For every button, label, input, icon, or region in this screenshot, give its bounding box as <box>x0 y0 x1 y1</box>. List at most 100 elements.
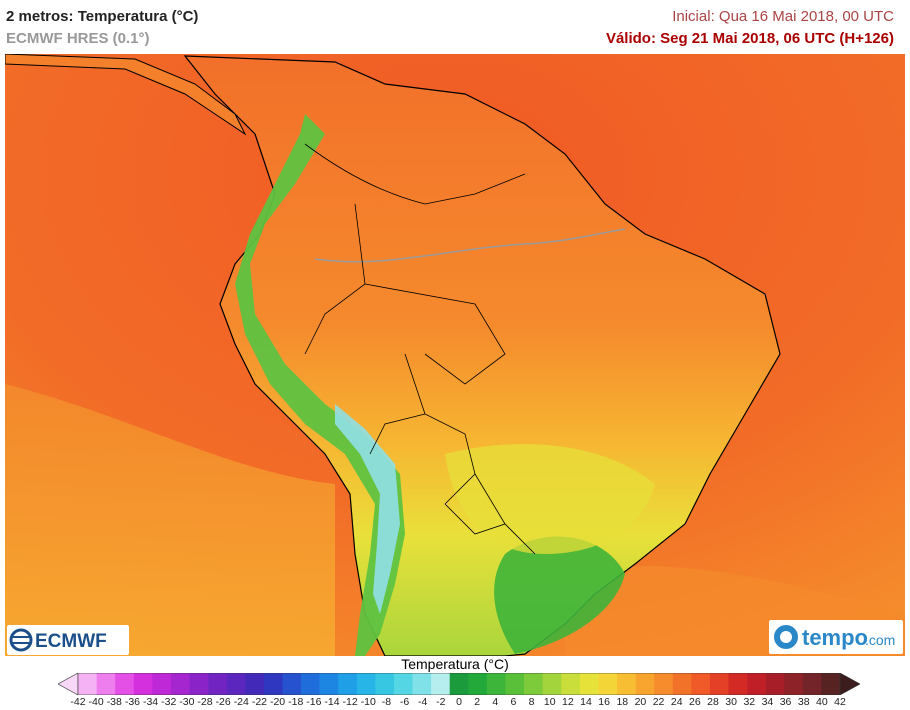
colorbar-swatch <box>691 673 711 695</box>
colorbar-tick-label: 12 <box>562 696 574 708</box>
colorbar-tick-label: 32 <box>743 696 756 708</box>
colorbar-labels: -42 -40 -38 -36 -34 -32 -30 -28 -26 -24 -22 -20 -18-… <box>58 696 860 710</box>
colorbar-tick-label: 34 <box>761 696 774 708</box>
colorbar-swatch <box>170 673 190 695</box>
colorbar-tick-label: 26 <box>689 696 701 708</box>
colorbar-swatch <box>245 673 265 695</box>
amazon-river <box>314 228 626 263</box>
country-borders <box>304 143 536 555</box>
colorbar-swatch <box>709 673 729 695</box>
colorbar-tick-label: -10 <box>360 696 376 708</box>
colorbar-swatch <box>468 673 488 695</box>
tempo-logo-suffix: .com <box>865 632 895 648</box>
colorbar-tick-label: 10 <box>543 696 556 708</box>
colorbar-tick-label: 38 <box>797 696 810 708</box>
colorbar-swatch <box>579 673 599 695</box>
colorbar-tick-label: 40 <box>816 696 828 708</box>
colorbar-swatch <box>486 673 506 695</box>
colorbar-swatch <box>616 673 636 695</box>
colorbar-swatch <box>189 673 209 695</box>
colorbar-swatch <box>282 673 302 695</box>
colorbar-tick-label: -6 <box>399 696 410 708</box>
central-america-land <box>5 54 247 136</box>
colorbar-tick-label: -42 <box>70 696 86 708</box>
init-time: Inicial: Qua 16 Mai 2018, 00 UTC <box>672 8 894 25</box>
colorbar-swatch <box>393 673 413 695</box>
colorbar-tick-label: 14 <box>580 696 592 708</box>
colorbar-tick-label: -40 <box>88 696 104 708</box>
colorbar-swatch <box>728 673 748 695</box>
colorbar-tick-label: -28 <box>197 696 213 708</box>
colorbar-tick-label: 30 <box>725 696 737 708</box>
ecmwf-logo: ECMWF <box>7 625 129 655</box>
colorbar-tick-label: 18 <box>616 696 629 708</box>
ecmwf-logo-text: ECMWF <box>35 631 107 652</box>
colorbar-swatch <box>115 673 135 695</box>
colorbar-swatch <box>152 673 172 695</box>
colorbar-tick-label: 2 <box>474 696 481 708</box>
colorbar-swatch <box>561 673 581 695</box>
colorbar-swatch <box>301 673 320 695</box>
tempo-logo: tempo .com <box>769 620 903 654</box>
colorbar-tick-label: -18 <box>288 696 304 708</box>
colorbar-swatch <box>821 673 841 695</box>
andes-cold <box>235 114 405 656</box>
ecmwf-logo-mark <box>9 628 33 652</box>
colorbar-tick-label: 8 <box>528 696 535 708</box>
colorbar-swatch <box>747 673 766 695</box>
model-label: ECMWF HRES (0.1°) <box>6 30 150 47</box>
colorbar-tick-label: 24 <box>670 696 683 708</box>
colorbar-tick-label: -2 <box>436 696 446 708</box>
colorbar-swatch <box>449 673 469 695</box>
colorbar-swatch <box>208 673 227 695</box>
tempo-logo-text: tempo <box>802 625 868 650</box>
colorbar-swatch <box>133 673 153 695</box>
colorbar-max-arrow <box>839 673 860 695</box>
colorbar-tick-label: 6 <box>510 696 517 708</box>
colorbar-swatch <box>319 673 339 695</box>
andes-snow <box>335 404 400 614</box>
colorbar-title: Temperatura (°C) <box>401 656 509 672</box>
colorbar-tick-label: 28 <box>707 696 719 708</box>
colorbar-swatch <box>263 673 283 695</box>
colorbar-swatch <box>654 673 674 695</box>
colorbar-tick-label: 0 <box>456 696 462 708</box>
colorbar-tick-label: 22 <box>652 696 665 708</box>
colorbar-tick-label: 36 <box>779 696 792 708</box>
colorbar-swatch <box>96 673 116 695</box>
map-title: 2 metros: Temperatura (°C) <box>6 8 199 25</box>
colorbar-tick-label: -20 <box>269 696 286 708</box>
colorbar-tick-label: 20 <box>634 696 647 708</box>
colorbar-tick-label: -34 <box>142 696 159 708</box>
colorbar-tick-label: -26 <box>215 696 231 708</box>
colorbar-swatch <box>505 673 525 695</box>
colorbar-tick-label: -32 <box>161 696 177 708</box>
colorbar-swatch <box>78 673 97 695</box>
colorbar-tick-label: -8 <box>381 696 392 708</box>
colorbar <box>58 673 860 695</box>
colorbar-swatch <box>338 673 358 695</box>
colorbar-swatch <box>672 673 692 695</box>
colorbar-swatch <box>784 673 804 695</box>
colorbar-swatch <box>765 673 785 695</box>
colorbar-swatch <box>635 673 655 695</box>
colorbar-swatch <box>356 673 376 695</box>
colorbar-frame <box>77 673 841 695</box>
colorbar-swatch <box>412 673 432 695</box>
valid-time: Válido: Seg 21 Mai 2018, 06 UTC (H+126) <box>605 30 894 47</box>
colorbar-tick-label: -4 <box>418 696 428 708</box>
colorbar-tick-label: -36 <box>124 696 141 708</box>
colorbar-tick-label: -12 <box>342 696 358 708</box>
colorbar-swatch <box>431 673 451 695</box>
south-brazil-cool <box>494 536 625 654</box>
temperature-map <box>5 54 905 656</box>
colorbar-swatch <box>542 673 562 695</box>
colorbar-swatch <box>375 673 395 695</box>
colorbar-swatch <box>598 673 618 695</box>
colorbar-tick-label: -22 <box>251 696 268 708</box>
colorbar-tick-label: 42 <box>834 696 846 708</box>
colorbar-swatch <box>226 673 246 695</box>
colorbar-tick-label: 4 <box>492 696 499 708</box>
south-pacific-cool <box>5 384 335 656</box>
colorbar-tick-label: -16 <box>306 696 322 708</box>
